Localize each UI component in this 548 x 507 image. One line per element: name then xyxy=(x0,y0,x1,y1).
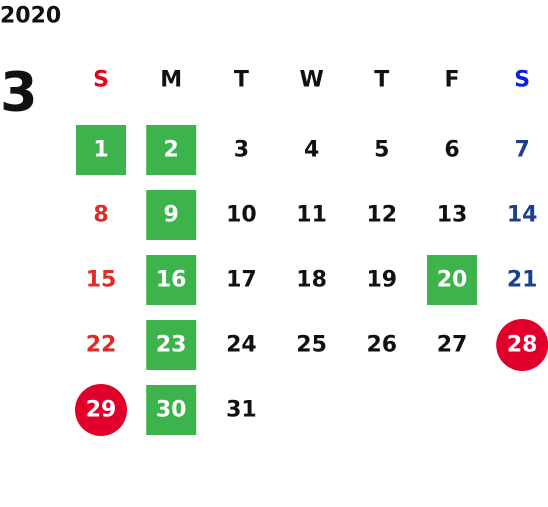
weekday-label: T xyxy=(374,68,389,93)
weekday-label: M xyxy=(160,68,182,93)
weekday-label: S xyxy=(93,68,109,93)
day-number: 24 xyxy=(226,333,257,358)
day-highlight xyxy=(427,255,477,305)
day-highlight xyxy=(146,255,197,305)
day-number: 7 xyxy=(515,138,530,163)
day-highlight xyxy=(146,320,197,370)
month: 3 xyxy=(0,61,38,124)
day-number: 18 xyxy=(296,268,327,293)
day-number: 21 xyxy=(507,268,538,293)
day-number: 12 xyxy=(366,203,397,228)
day-number: 23 xyxy=(156,333,187,358)
day-number: 11 xyxy=(296,203,327,228)
day-number: 13 xyxy=(437,203,468,228)
day-highlight xyxy=(76,125,126,175)
day-number: 4 xyxy=(304,138,319,163)
day-number: 10 xyxy=(226,203,257,228)
day-number: 15 xyxy=(86,268,117,293)
day-number: 29 xyxy=(86,398,117,423)
day-number: 6 xyxy=(444,138,459,163)
day-number: 20 xyxy=(437,268,468,293)
day-number: 26 xyxy=(366,333,397,358)
day-highlight xyxy=(146,385,197,435)
day-highlight xyxy=(496,319,548,371)
day-number: 27 xyxy=(437,333,468,358)
day-number: 2 xyxy=(164,138,179,163)
day-number: 28 xyxy=(507,333,538,358)
day-number: 31 xyxy=(226,398,257,423)
day-number: 25 xyxy=(296,333,327,358)
day-number: 22 xyxy=(86,333,117,358)
day-number: 17 xyxy=(226,268,257,293)
day-number: 16 xyxy=(156,268,187,293)
day-highlight xyxy=(75,384,127,436)
weekday-label: W xyxy=(299,68,323,93)
year: 2020 xyxy=(0,4,61,29)
day-number: 1 xyxy=(93,138,108,163)
day-number: 30 xyxy=(156,398,187,423)
day-highlight xyxy=(146,190,197,240)
day-number: 3 xyxy=(234,138,249,163)
day-highlight xyxy=(146,125,197,175)
weekday-label: S xyxy=(514,68,530,93)
weekday-label: F xyxy=(444,68,459,93)
day-number: 14 xyxy=(507,203,538,228)
day-number: 5 xyxy=(374,138,389,163)
day-number: 9 xyxy=(164,203,179,228)
day-number: 8 xyxy=(93,203,108,228)
weekday-label: T xyxy=(234,68,249,93)
day-number: 19 xyxy=(366,268,397,293)
